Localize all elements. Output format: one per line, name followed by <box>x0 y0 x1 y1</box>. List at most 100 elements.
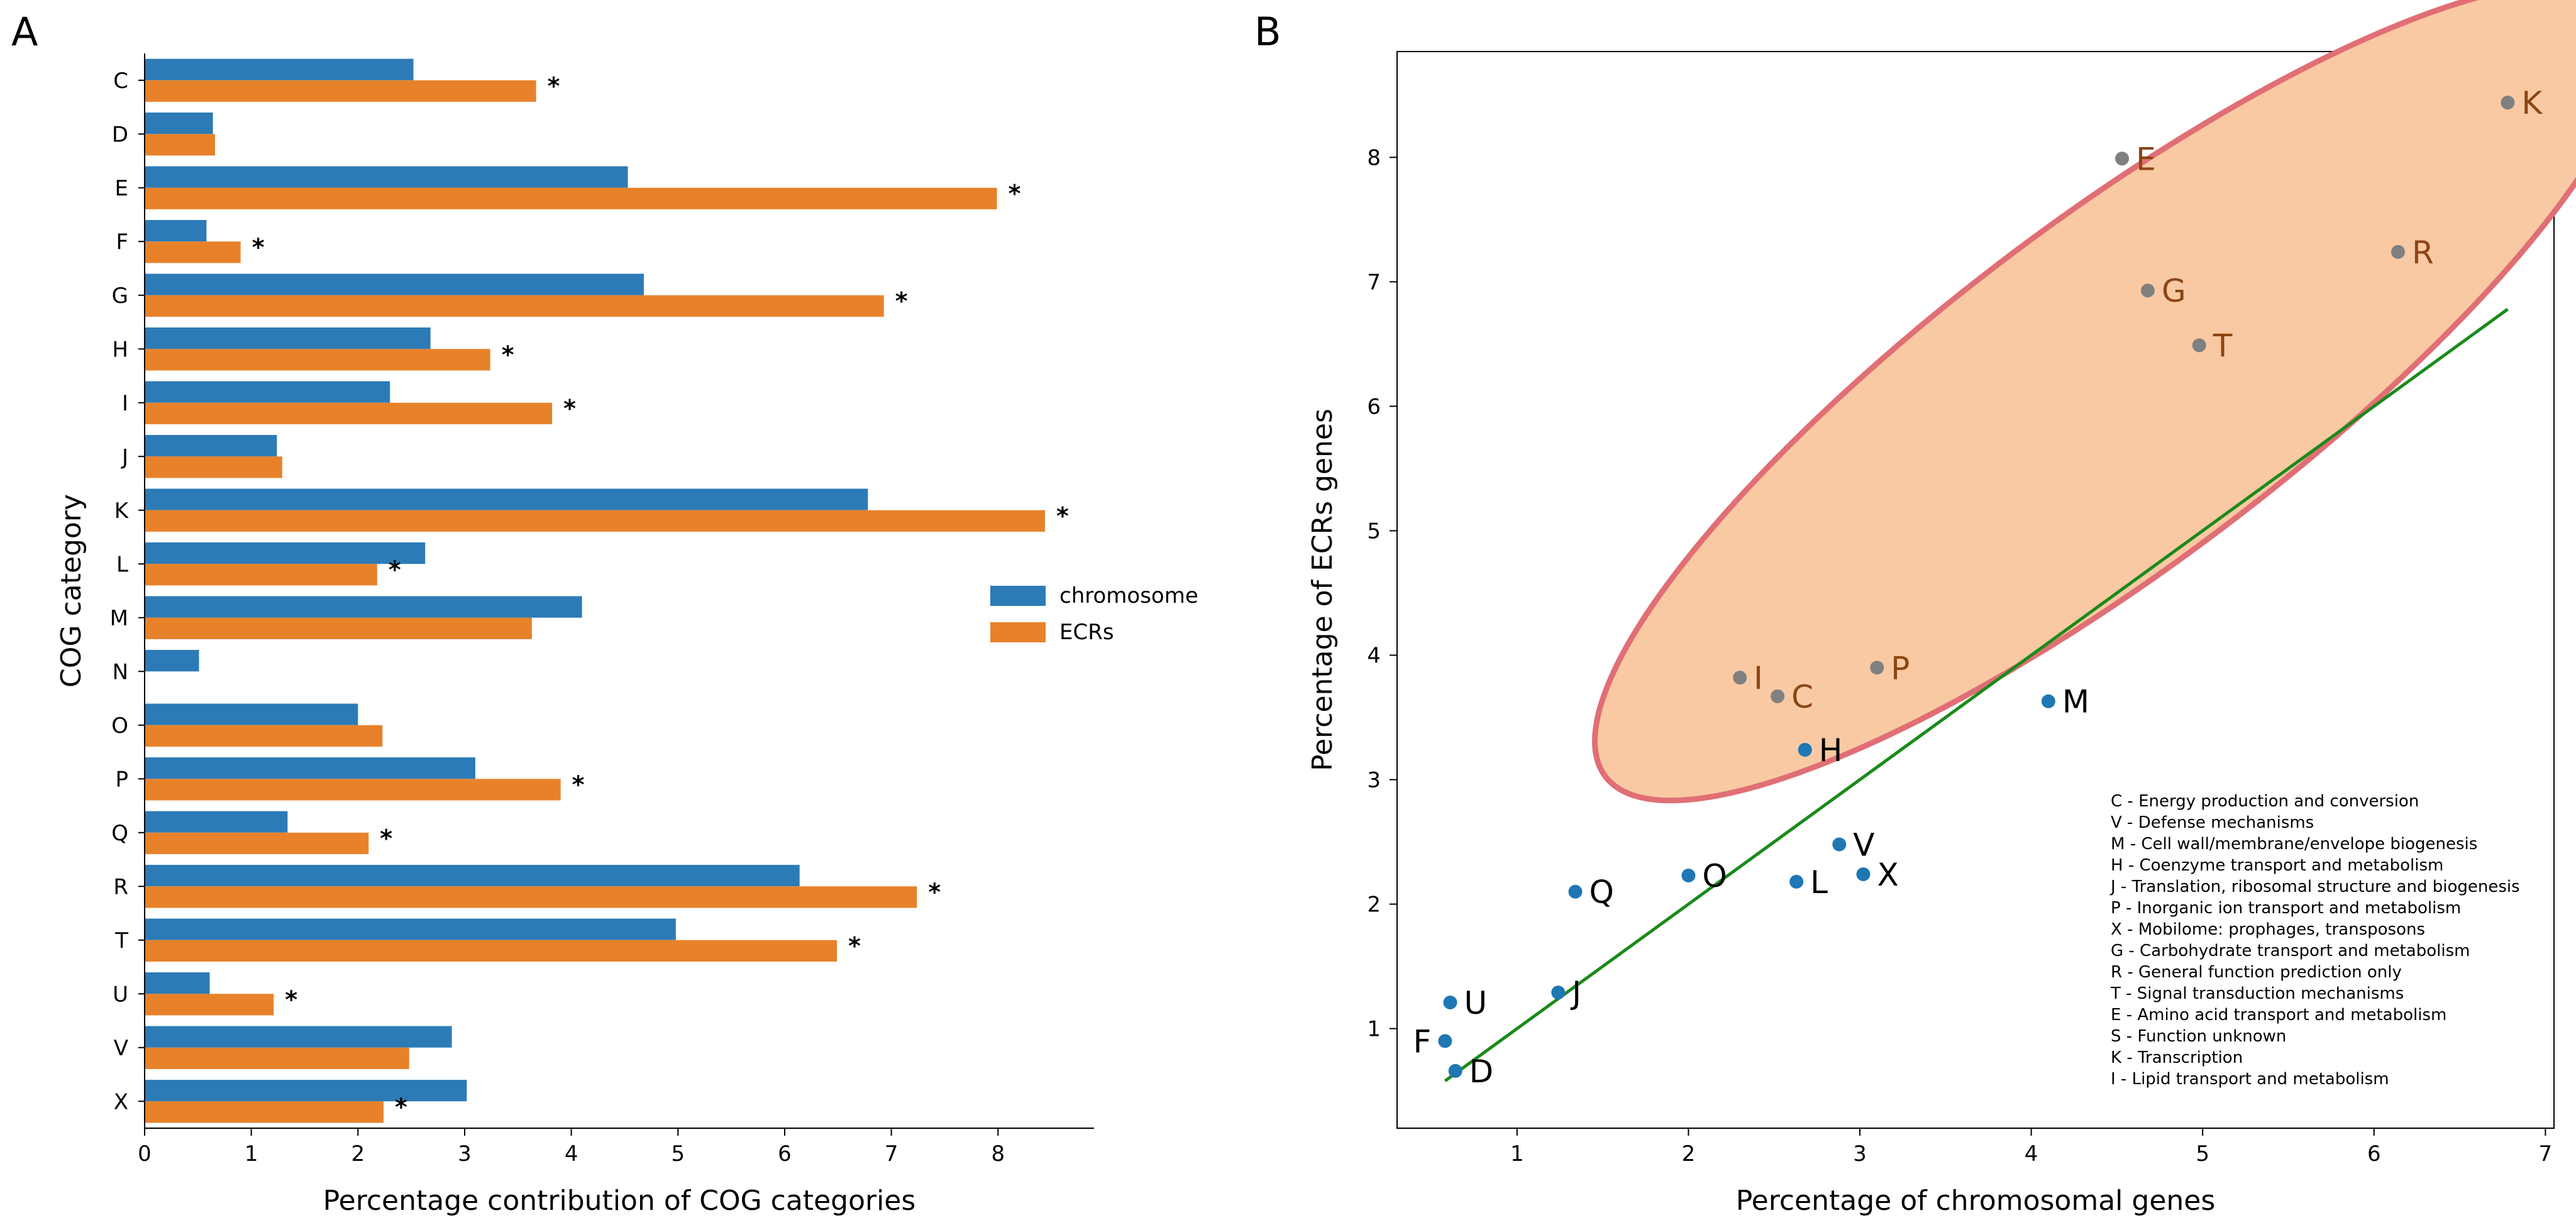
point-U <box>1443 995 1457 1009</box>
cog-legend-line: M - Cell wall/membrane/envelope biogenes… <box>2111 835 2477 854</box>
significance-star-L: * <box>389 556 401 583</box>
bar-chromosome-H <box>145 327 431 349</box>
point-label-R: R <box>2412 234 2434 271</box>
point-D <box>1448 1063 1462 1078</box>
point-label-F: F <box>1413 1023 1432 1060</box>
point-G <box>2140 283 2155 298</box>
significance-star-K: * <box>1056 502 1069 530</box>
y-tick-label-R: R <box>113 874 128 899</box>
bar-chromosome-T <box>145 918 676 940</box>
y-tick-label-b-4: 4 <box>1367 643 1381 668</box>
bar-chromosome-J <box>145 435 277 457</box>
point-label-G: G <box>2162 273 2186 309</box>
bar-ecrs-G <box>145 295 884 317</box>
bar-chromosome-R <box>145 865 800 887</box>
bar-ecrs-D <box>145 134 215 156</box>
y-tick-label-H: H <box>112 337 128 362</box>
point-O <box>1681 868 1696 882</box>
point-Q <box>1568 884 1583 899</box>
point-label-D: D <box>1469 1053 1494 1090</box>
point-E <box>2115 151 2130 166</box>
significance-star-I: * <box>563 395 576 422</box>
y-tick-label-T: T <box>114 928 128 953</box>
plot-frame <box>1396 51 2555 1129</box>
trend-line <box>1444 307 2509 1082</box>
bar-chromosome-N <box>145 650 199 672</box>
bar-chromosome-Q <box>145 811 288 833</box>
point-J <box>1551 986 1566 1000</box>
bar-ecrs-X <box>145 1101 384 1123</box>
bar-chromosome-P <box>145 757 475 779</box>
point-F <box>1438 1034 1452 1048</box>
point-label-Q: Q <box>1589 874 1613 911</box>
bar-chromosome-K <box>145 488 868 510</box>
y-tick-label-b-3: 3 <box>1367 768 1381 793</box>
bar-ecrs-Q <box>145 832 369 854</box>
y-tick-label-K: K <box>114 498 130 524</box>
cog-legend-line: I - Lipid transport and metabolism <box>2111 1070 2389 1089</box>
bar-ecrs-V <box>145 1047 409 1069</box>
cog-legend-line: H - Coenzyme transport and metabolism <box>2111 856 2443 875</box>
point-I <box>1733 671 1747 685</box>
bar-ecrs-J <box>145 456 282 478</box>
scatter-chart-panel: 1 2 3 4 5 6 7 1 2 3 4 5 6 7 8 Percentage of chromosomal… <box>1307 0 2576 1217</box>
x-tick-label-b-4: 4 <box>2025 1141 2038 1167</box>
x-tick-label-5: 5 <box>671 1141 685 1167</box>
bar-ecrs-R <box>145 886 917 908</box>
y-tick-label-N: N <box>113 659 128 684</box>
point-label-V: V <box>1853 826 1874 863</box>
significance-star-U: * <box>285 986 297 1013</box>
y-tick-label-I: I <box>122 391 128 416</box>
bar-chromosome-M <box>145 596 582 618</box>
bar-ecrs-C <box>145 80 536 102</box>
x-tick-label-1: 1 <box>245 1141 258 1167</box>
significance-star-T: * <box>848 932 861 960</box>
point-R <box>2391 244 2405 259</box>
bar-chromosome-E <box>145 166 628 188</box>
point-label-O: O <box>1702 858 1727 894</box>
bar-ecrs-I <box>145 402 553 424</box>
y-tick-label-E: E <box>115 176 128 201</box>
bar-ecrs-U <box>145 994 274 1016</box>
point-H <box>1798 742 1812 757</box>
y-tick-label-G: G <box>112 283 128 309</box>
x-tick-label-b-7: 7 <box>2539 1141 2553 1167</box>
cog-legend-line: S - Function unknown <box>2111 1027 2286 1046</box>
point-T <box>2192 338 2206 353</box>
y-tick-label-b-7: 7 <box>1367 270 1381 295</box>
legend-swatch-ecrs <box>990 622 1046 642</box>
x-tick-label-b-3: 3 <box>1853 1141 1867 1167</box>
point-label-T: T <box>2213 327 2233 364</box>
panel-label-a: A <box>11 9 38 55</box>
bar-chromosome-D <box>145 113 213 135</box>
point-C <box>1771 689 1785 703</box>
point-label-P: P <box>1891 650 1910 686</box>
y-tick-label-P: P <box>115 767 128 792</box>
y-tick-label-F: F <box>116 229 128 255</box>
y-tick-label-D: D <box>112 122 128 147</box>
point-V <box>1832 837 1847 852</box>
point-label-H: H <box>1819 732 1843 769</box>
y-axis-label-b: Percentage of ECRs genes <box>1307 409 1339 771</box>
point-label-E: E <box>2136 141 2156 177</box>
point-label-I: I <box>1754 660 1763 696</box>
bar-ecrs-T <box>145 940 837 962</box>
point-P <box>1870 661 1884 675</box>
y-tick-label-Q: Q <box>111 821 128 846</box>
significance-star-P: * <box>572 771 585 798</box>
x-tick-label-b-2: 2 <box>1682 1141 1696 1167</box>
cog-legend-line: E - Amino acid transport and metabolism <box>2111 1006 2446 1024</box>
bar-chromosome-G <box>145 273 644 295</box>
bar-chromosome-L <box>145 542 426 564</box>
significance-star-G: * <box>895 287 908 315</box>
x-tick-label-b-1: 1 <box>1510 1141 1524 1167</box>
x-axis-label: Percentage contribution of COG categorie… <box>323 1185 916 1217</box>
y-tick-label-b-8: 8 <box>1367 145 1381 170</box>
significance-star-Q: * <box>380 825 392 852</box>
x-tick-label-8: 8 <box>991 1141 1005 1167</box>
significance-star-C: * <box>548 72 560 100</box>
x-tick-label-b-6: 6 <box>2367 1141 2381 1167</box>
bar-ecrs-M <box>145 617 532 639</box>
cog-legend-line: C - Energy production and conversion <box>2111 792 2419 811</box>
legend-swatch-chromosome <box>990 586 1046 606</box>
